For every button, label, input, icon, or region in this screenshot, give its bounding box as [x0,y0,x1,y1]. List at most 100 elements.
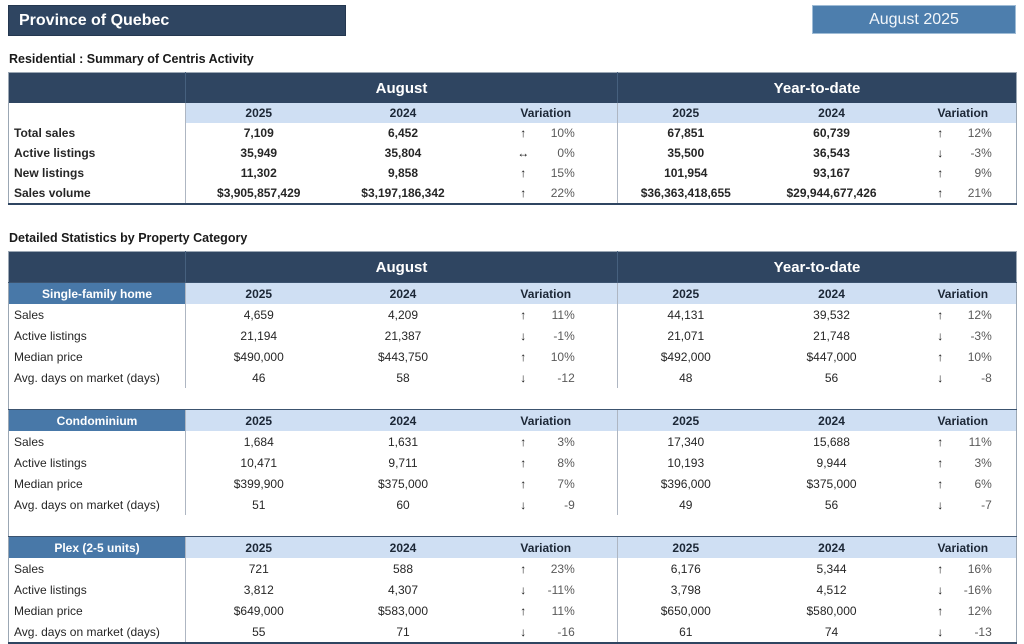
variation-aug: ↑ 3% [475,431,618,452]
value-aug-2024: 9,858 [387,166,419,180]
spacer-cell [8,388,1017,410]
value-ytd-2025: 67,851 [617,123,754,143]
variation-aug: ↑ 7% [475,473,618,494]
value-ytd-2025: 44,131 [617,304,754,325]
variation-percent: 0% [557,146,575,160]
up-arrow-icon: ↑ [520,561,527,576]
variation-aug: ↑ 22% [475,183,618,204]
value-aug-2024: $583,000 [377,603,429,618]
value-ytd-2024: 39,532 [813,307,850,322]
variation-percent: 9% [974,166,992,180]
value-ytd-2024: 93,167 [813,166,850,180]
variation-ytd: ↑ 12% [910,304,1017,325]
down-arrow-icon: ↓ [520,497,527,512]
row-label: Sales [14,561,45,576]
variation-percent: -16 [557,624,575,639]
col-header-aug-2024: 2024 [331,536,475,558]
variation-ytd: ↓ -3% [910,325,1017,346]
value-ytd-2025: 6,176 [617,558,754,579]
up-arrow-icon: ↑ [520,349,527,364]
row-label: Sales volume [14,186,91,200]
down-arrow-icon: ↓ [937,328,944,343]
year-subheader-row: 2025 2024 Variation 2025 2024 Variation [8,103,1017,123]
variation-percent: 11% [551,307,575,322]
up-arrow-icon: ↑ [937,434,944,449]
value-aug-2024: $443,750 [377,349,429,364]
ytd-group-header: Year-to-date [617,251,1017,283]
value-ytd-2024: $375,000 [806,476,857,491]
row-label: Median price [14,603,83,618]
down-arrow-icon: ↓ [520,624,527,639]
up-arrow-icon: ↑ [520,603,527,618]
value-ytd-2024: 9,944 [816,455,847,470]
row-label: Sales [14,307,45,322]
up-arrow-icon: ↑ [937,603,944,618]
variation-aug: ↑ 15% [475,163,618,183]
group-header-row: August Year-to-date [8,72,1017,103]
value-aug-2025: 35,949 [185,143,332,163]
variation-aug: ↑ 8% [475,452,618,473]
value-aug-2025: 3,812 [185,579,332,600]
table-row: Median price $649,000 $583,000 ↑ 11% $650,000… [9,600,1017,621]
detailed-table: August Year-to-date Single-family home 20… [8,251,1018,644]
summary-heading: Residential : Summary of Centris Activit… [9,52,254,66]
variation-aug: ↑ 10% [475,346,618,367]
category-header-row: Single-family home 2025 2024 Variation 2025 2… [8,282,1017,304]
variation-ytd: ↑ 21% [910,183,1017,204]
variation-ytd: ↑ 12% [910,600,1017,621]
top-bar: Province of Quebec August 2025 [8,5,1016,36]
detailed-heading: Detailed Statistics by Property Category [9,231,248,245]
value-aug-2025: 721 [185,558,332,579]
value-ytd-2024: 36,543 [813,146,850,160]
variation-percent: 23% [550,561,575,576]
august-group-header: August [184,72,618,103]
variation-percent: 16% [967,561,992,576]
row-label: Active listings [14,146,96,160]
value-ytd-2024: $580,000 [806,603,857,618]
table-row: Sales volume $3,905,857,429 $3,197,186,342… [9,183,1017,204]
table-row: Avg. days on market (days) 55 71 ↓ -16 61 74 ↓ -… [9,621,1017,643]
col-header-ytd-2025: 2025 [617,409,754,431]
value-ytd-2024: 56 [824,497,839,512]
value-aug-2024: 71 [396,624,410,639]
variation-percent: -13 [974,624,992,639]
variation-percent: -16% [963,582,992,597]
variation-percent: 10% [550,126,575,140]
variation-percent: -8 [981,370,992,385]
value-aug-2025: 55 [185,621,332,643]
table-row: Avg. days on market (days) 46 58 ↓ -12 48 56 ↓ -… [9,367,1017,388]
up-arrow-icon: ↑ [937,166,944,180]
variation-ytd: ↑ 11% [910,431,1017,452]
variation-aug: ↓ -11% [475,579,618,600]
value-aug-2024: 21,387 [384,328,422,343]
down-arrow-icon: ↓ [520,582,527,597]
col-header-ytd-variation: Variation [909,536,1017,558]
value-ytd-2025: 48 [617,367,754,388]
down-arrow-icon: ↓ [937,582,944,597]
row-label: Active listings [14,328,87,343]
row-label: Median price [14,476,83,491]
value-aug-2025: 11,302 [185,163,332,183]
value-ytd-2024: 21,748 [813,328,850,343]
value-ytd-2024: $447,000 [806,349,857,364]
col-header-aug-variation: Variation [474,282,618,304]
col-header-ytd-variation: Variation [909,103,1017,123]
group-header-row: August Year-to-date [8,251,1017,283]
col-header-ytd-2025: 2025 [617,536,754,558]
variation-percent: 10% [550,349,575,364]
row-label: Sales [14,434,45,449]
value-ytd-2025: 101,954 [617,163,754,183]
variation-aug: ↔ 0% [475,143,618,163]
variation-percent: -9 [564,497,575,512]
col-header-ytd-variation: Variation [909,282,1017,304]
up-arrow-icon: ↑ [937,561,944,576]
col-header-ytd-2024: 2024 [753,103,910,123]
ytd-group-header: Year-to-date [617,72,1017,103]
value-aug-2025: 7,109 [185,123,332,143]
category-label: Single-family home [8,282,186,304]
value-aug-2024: 60 [396,497,410,512]
variation-percent: -12 [557,370,575,385]
value-ytd-2024: 15,688 [813,434,850,449]
variation-percent: 15% [550,166,575,180]
spacer-cell [8,515,1017,537]
